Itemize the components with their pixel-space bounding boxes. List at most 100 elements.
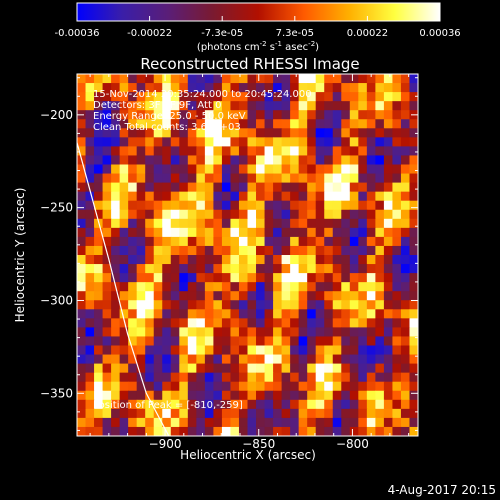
heatmap-cell <box>179 291 189 301</box>
heatmap-cell <box>145 245 155 256</box>
heatmap-cell <box>349 92 359 102</box>
heatmap-cell <box>153 291 163 301</box>
heatmap-cell <box>264 372 274 383</box>
heatmap-cell <box>128 309 138 319</box>
heatmap-cell <box>315 381 325 392</box>
heatmap-cell <box>290 381 300 392</box>
heatmap-cell <box>307 119 317 129</box>
heatmap-cell <box>307 255 317 265</box>
heatmap-cell <box>162 173 172 184</box>
heatmap-cell <box>400 255 411 265</box>
heatmap-cell <box>366 255 376 265</box>
heatmap-cell <box>400 173 411 184</box>
heatmap-cell <box>247 390 257 401</box>
heatmap-cell <box>85 191 95 202</box>
heatmap-cell <box>298 245 308 256</box>
heatmap-cell <box>332 381 342 392</box>
heatmap-cell <box>136 354 146 365</box>
heatmap-cell <box>94 282 104 292</box>
heatmap-cell <box>392 372 402 383</box>
heatmap-cell <box>290 128 300 138</box>
heatmap-cell <box>94 390 104 401</box>
heatmap-cell <box>349 309 359 319</box>
heatmap-cell <box>187 381 197 392</box>
heatmap-cell <box>383 372 394 383</box>
heatmap-cell <box>290 291 300 301</box>
heatmap-cell <box>102 372 112 383</box>
heatmap-cell <box>409 255 418 265</box>
heatmap-cell <box>128 173 138 184</box>
heatmap-cell <box>204 381 215 392</box>
heatmap-cell <box>128 264 138 274</box>
heatmap-cell <box>179 227 189 238</box>
heatmap-cell <box>264 264 274 274</box>
heatmap-cell <box>94 408 104 419</box>
heatmap-cell <box>102 218 112 229</box>
heatmap-cell <box>153 101 163 111</box>
heatmap-cell <box>162 255 172 265</box>
heatmap-cell <box>256 164 266 175</box>
heatmap-cell <box>298 110 308 120</box>
heatmap-cell <box>358 218 368 229</box>
heatmap-cell <box>145 426 155 436</box>
heatmap-cell <box>136 119 146 129</box>
heatmap-cell <box>349 354 359 365</box>
image-info: 15-Nov-2014 20:35:24.000 to 20:45:24.000… <box>93 89 312 411</box>
heatmap-cell <box>315 264 325 274</box>
heatmap-cell <box>145 408 155 419</box>
heatmap-cell <box>273 264 283 274</box>
heatmap-cell <box>358 182 368 193</box>
heatmap-cell <box>213 218 223 229</box>
heatmap-cell <box>136 110 146 120</box>
heatmap-cell <box>94 74 104 84</box>
heatmap-cell <box>238 336 249 347</box>
heatmap-cell <box>400 390 411 401</box>
heatmap-cell <box>375 336 385 347</box>
heatmap-cell <box>204 327 215 338</box>
heatmap-cell <box>85 264 95 274</box>
heatmap-cell <box>409 381 418 392</box>
heatmap-cell <box>170 345 180 356</box>
heatmap-cell <box>187 101 197 111</box>
heatmap-cell <box>341 173 351 184</box>
heatmap-cell <box>409 417 418 428</box>
heatmap-cell <box>400 101 411 111</box>
heatmap-cell <box>273 300 283 310</box>
heatmap-cell <box>196 146 206 157</box>
heatmap-cell <box>238 200 249 211</box>
heatmap-cell <box>383 236 394 247</box>
heatmap-cell <box>366 200 376 211</box>
heatmap-cell <box>273 309 283 319</box>
heatmap-cell <box>307 291 317 301</box>
heatmap-cell <box>136 345 146 356</box>
heatmap-cell <box>196 282 206 292</box>
heatmap-cell <box>273 164 283 175</box>
heatmap-cell <box>196 83 206 93</box>
heatmap-cell <box>341 236 351 247</box>
heatmap-cell <box>332 227 342 238</box>
heatmap-cell <box>349 191 359 202</box>
heatmap-cell <box>128 110 138 120</box>
heatmap-cell <box>196 291 206 301</box>
heatmap-cell <box>187 209 197 220</box>
heatmap-cell <box>85 92 95 102</box>
heatmap-cell <box>170 200 180 211</box>
heatmap-cell <box>400 119 411 129</box>
heatmap-cell <box>128 227 138 238</box>
heatmap-cell <box>349 417 359 428</box>
heatmap-cell <box>324 227 334 238</box>
heatmap-cell <box>349 282 359 292</box>
heatmap-cell <box>145 164 155 175</box>
heatmap-cell <box>111 372 121 383</box>
heatmap-cell <box>77 92 87 102</box>
heatmap-cell <box>187 92 197 102</box>
heatmap-cell <box>119 209 129 220</box>
heatmap-cell <box>273 390 283 401</box>
heatmap-cell <box>170 245 180 256</box>
heatmap-cell <box>315 372 325 383</box>
heatmap-cell <box>230 399 240 410</box>
heatmap-cell <box>136 83 146 93</box>
heatmap-cell <box>392 119 402 129</box>
heatmap-cell <box>204 218 215 229</box>
heatmap-cell <box>332 309 342 319</box>
